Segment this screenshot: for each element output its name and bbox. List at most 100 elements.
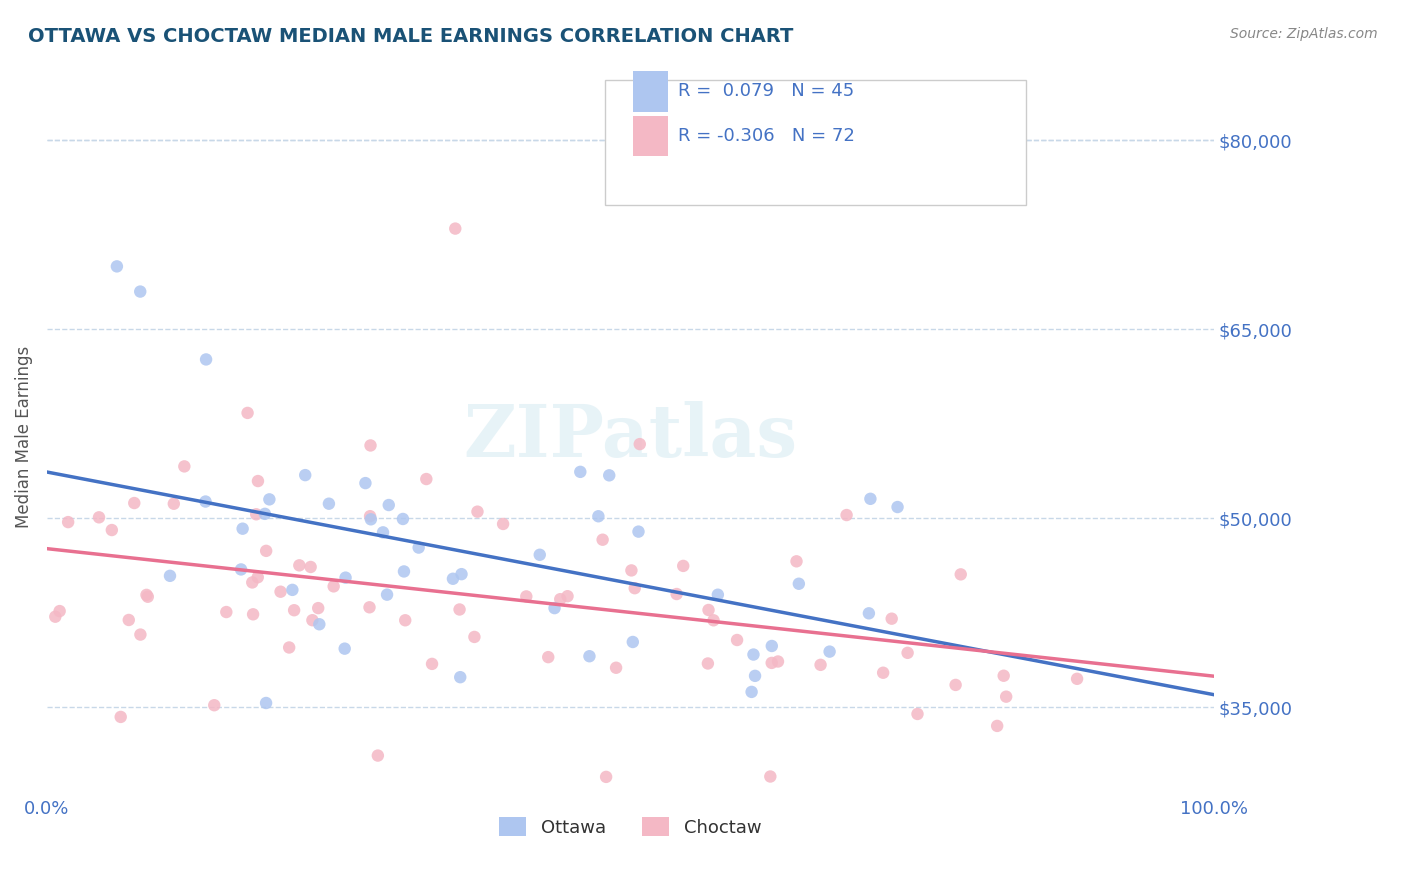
Point (307, 601, 329, 615)
Point (242, 607, 264, 622)
Text: OTTAWA VS CHOCTAW MEDIAN MALE EARNINGS CORRELATION CHART: OTTAWA VS CHOCTAW MEDIAN MALE EARNINGS C… (28, 27, 793, 45)
Point (945, 678, 967, 692)
Point (742, 648, 765, 662)
Point (696, 657, 718, 671)
Point (623, 581, 645, 595)
Point (835, 508, 858, 522)
Point (394, 613, 416, 627)
Point (173, 459, 195, 474)
Point (492, 516, 515, 531)
Point (360, 512, 382, 526)
Point (259, 492, 281, 507)
Point (253, 507, 276, 521)
Point (194, 494, 217, 508)
Point (283, 603, 305, 617)
Point (707, 588, 730, 602)
Point (56, 515, 79, 529)
Point (627, 524, 650, 539)
Point (578, 649, 600, 664)
Point (897, 646, 920, 660)
Point (392, 565, 415, 579)
Point (359, 509, 381, 524)
Point (110, 710, 132, 724)
Point (463, 630, 485, 644)
Point (105, 260, 128, 274)
Point (48, 604, 70, 618)
Point (605, 661, 627, 675)
Point (872, 665, 894, 680)
Point (371, 525, 394, 540)
Point (232, 522, 254, 536)
Point (449, 670, 471, 684)
Point (595, 770, 617, 784)
Point (246, 570, 269, 584)
Point (359, 600, 381, 615)
Point (1066, 672, 1088, 686)
Point (129, 285, 152, 299)
Point (543, 601, 565, 615)
Point (766, 655, 789, 669)
Y-axis label: Median Male Earnings: Median Male Earnings (15, 345, 32, 527)
Point (986, 719, 1008, 733)
Point (254, 696, 277, 710)
Point (548, 592, 571, 607)
Point (270, 584, 292, 599)
Point (993, 669, 1015, 683)
Point (195, 352, 218, 367)
Point (598, 468, 620, 483)
Point (415, 472, 437, 486)
Point (236, 406, 259, 420)
Point (620, 563, 643, 577)
Point (444, 221, 467, 235)
Point (129, 627, 152, 641)
Point (858, 607, 880, 621)
Point (741, 685, 763, 699)
Point (308, 617, 330, 632)
Point (672, 558, 695, 573)
Point (995, 690, 1018, 704)
Point (135, 588, 157, 602)
Point (322, 579, 344, 593)
Point (515, 590, 537, 604)
Point (621, 635, 644, 649)
Point (159, 569, 181, 583)
Point (163, 497, 186, 511)
Point (318, 497, 340, 511)
Text: Source: ZipAtlas.com: Source: ZipAtlas.com (1230, 27, 1378, 41)
Point (420, 657, 443, 671)
Point (392, 512, 415, 526)
Point (949, 567, 972, 582)
Point (907, 706, 929, 721)
Point (725, 632, 748, 647)
Point (278, 640, 301, 655)
Point (467, 505, 489, 519)
Point (744, 669, 766, 683)
Point (294, 468, 316, 483)
Point (628, 437, 651, 451)
Point (288, 558, 311, 573)
Point (880, 612, 903, 626)
Point (449, 602, 471, 616)
Point (333, 641, 356, 656)
Point (761, 656, 783, 670)
Point (301, 613, 323, 627)
Point (759, 770, 782, 784)
Point (215, 605, 238, 619)
Point (886, 500, 908, 514)
Point (529, 548, 551, 562)
Point (408, 541, 430, 555)
Point (697, 603, 720, 617)
Point (44, 609, 66, 624)
Point (335, 571, 357, 585)
Point (240, 575, 263, 590)
Point (569, 465, 592, 479)
Point (281, 582, 304, 597)
Point (702, 613, 724, 627)
Point (859, 491, 882, 506)
Point (202, 698, 225, 713)
Text: ZIPatlas: ZIPatlas (463, 401, 797, 472)
Point (810, 657, 832, 672)
Point (118, 613, 141, 627)
Point (592, 533, 614, 547)
Text: R =  0.079   N = 45: R = 0.079 N = 45 (678, 82, 853, 100)
